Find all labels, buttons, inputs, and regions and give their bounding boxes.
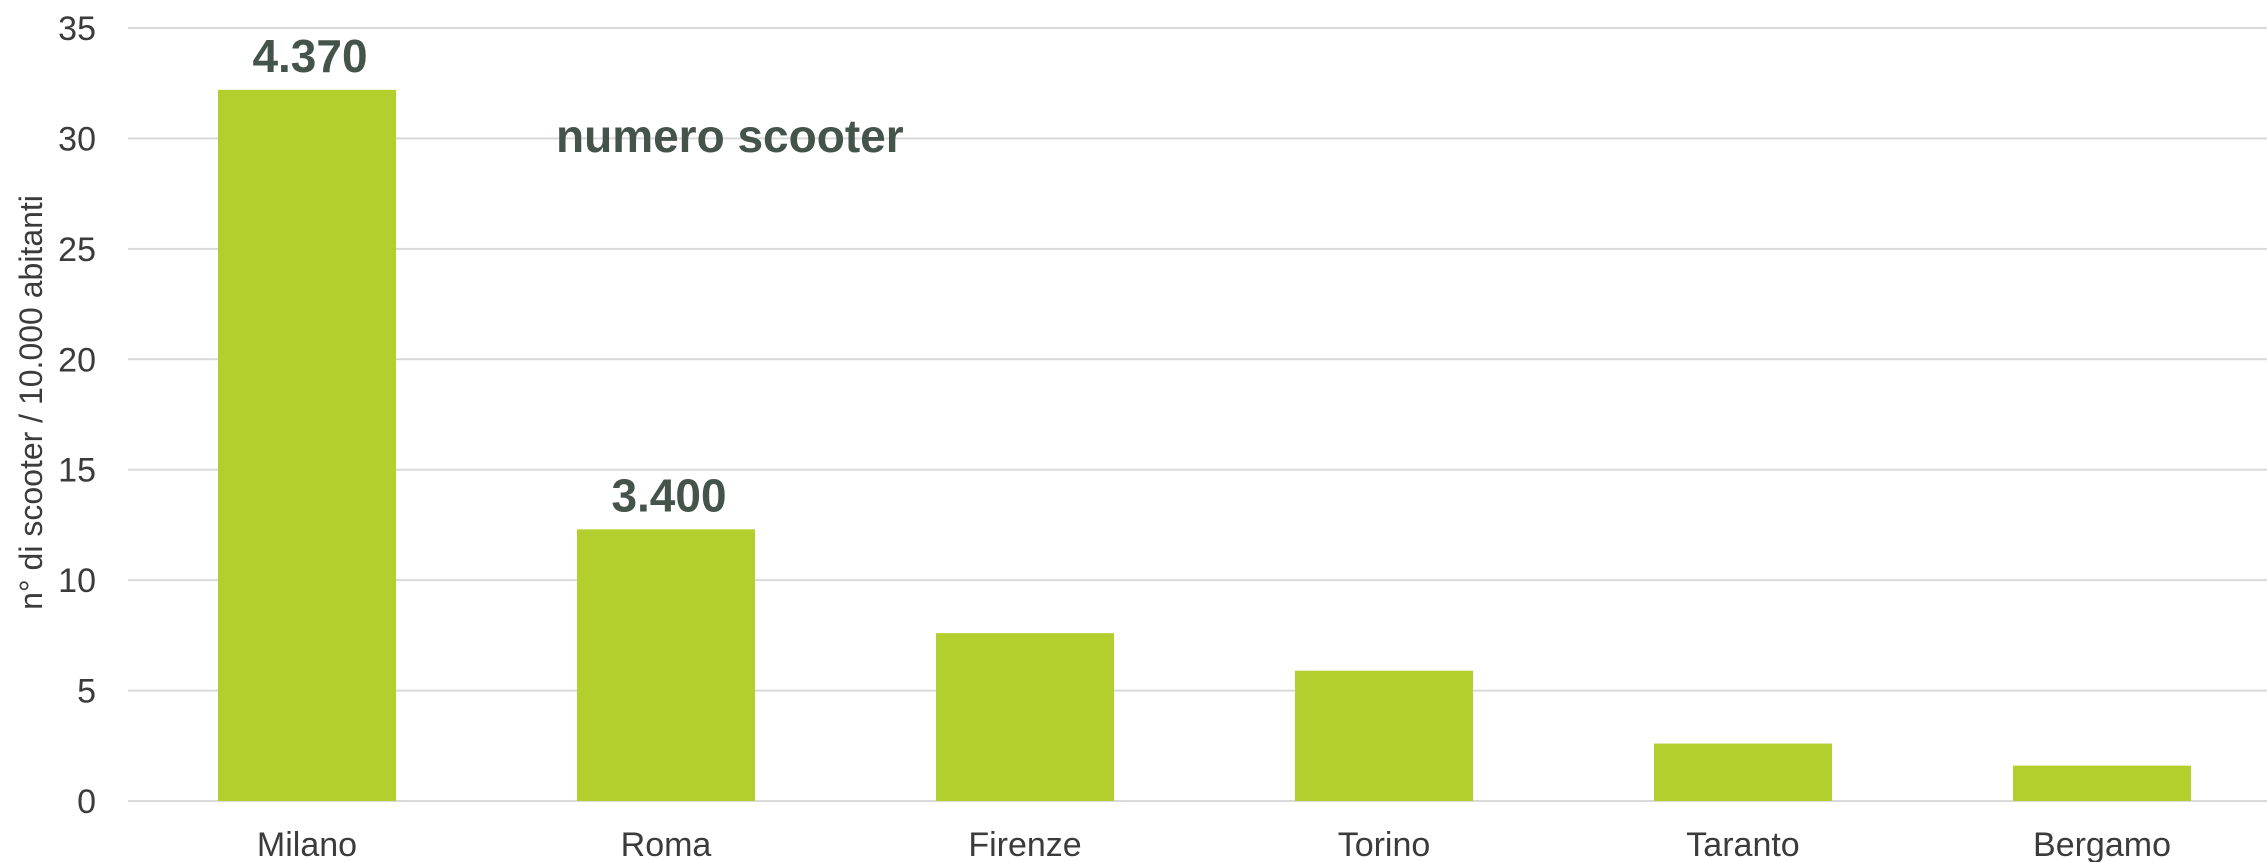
data-label: 3.400	[611, 469, 726, 521]
bar-bergamo	[2013, 765, 2191, 801]
bars	[218, 89, 2191, 802]
y-axis-title: n° di scooter / 10.000 abitanti	[13, 195, 49, 610]
y-tick-label: 25	[58, 231, 96, 269]
x-tick-label: Roma	[621, 826, 712, 862]
x-tick-label: Milano	[257, 826, 357, 862]
x-axis-labels: Milano Roma Firenze Torino Taranto Bergamo	[257, 826, 2171, 862]
y-tick-label: 10	[58, 562, 96, 600]
bar-taranto	[1654, 743, 1832, 801]
bar-firenze	[936, 633, 1114, 801]
y-tick-label: 20	[58, 341, 96, 379]
y-tick-label: 15	[58, 452, 96, 490]
x-tick-label: Firenze	[968, 826, 1081, 862]
chart-annotation: numero scooter	[556, 110, 904, 162]
data-labels: 4.370 3.400	[252, 30, 726, 522]
gridlines	[128, 27, 2267, 802]
bar-roma	[577, 529, 755, 801]
data-label: 4.370	[252, 30, 367, 82]
bar-milano	[218, 89, 396, 802]
x-tick-label: Bergamo	[2033, 826, 2171, 862]
x-tick-label: Torino	[1338, 826, 1431, 862]
y-axis-ticks: 0 5 10 15 20 25 30 35	[58, 10, 96, 821]
y-tick-label: 0	[77, 783, 96, 821]
x-tick-label: Taranto	[1686, 826, 1799, 862]
y-tick-label: 5	[77, 673, 96, 711]
y-tick-label: 35	[58, 10, 96, 48]
bar-torino	[1295, 670, 1473, 801]
y-tick-label: 30	[58, 120, 96, 158]
